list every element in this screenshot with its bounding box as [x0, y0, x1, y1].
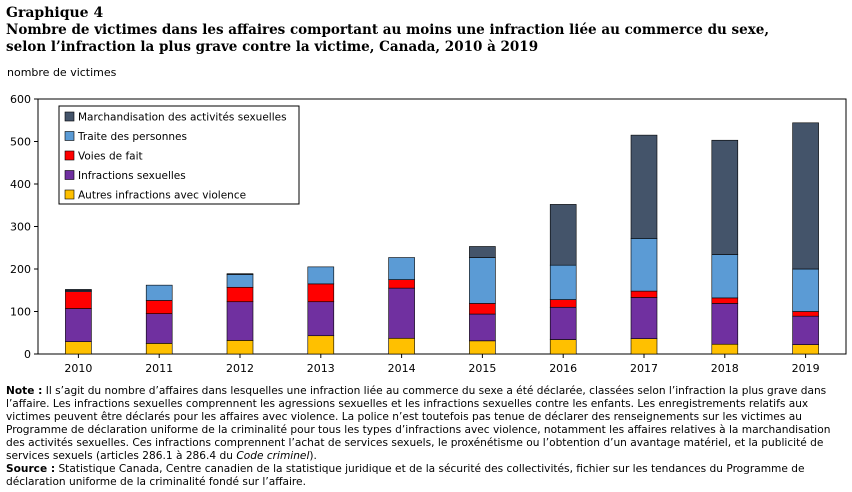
y-tick-label: 500: [10, 136, 31, 149]
bar-segment: [469, 257, 496, 304]
bar-segment: [65, 341, 92, 355]
legend-swatch: [64, 131, 75, 141]
x-tick-label: 2014: [388, 362, 416, 375]
x-tick-label: 2018: [711, 362, 739, 375]
bar-segment: [65, 308, 92, 342]
bar-segment: [469, 313, 496, 342]
bar-segment: [388, 257, 415, 280]
bar-segment: [145, 284, 173, 301]
y-tick-label: 100: [10, 306, 31, 319]
x-tick-label: 2015: [468, 362, 496, 375]
chart-header: Graphique 4 Nombre de victimes dans les …: [6, 4, 848, 56]
bar-segment: [226, 273, 254, 275]
x-tick-label: 2013: [307, 362, 335, 375]
graph-number: Graphique 4: [6, 5, 104, 21]
bar-segment: [792, 268, 819, 312]
bar-segment: [65, 291, 92, 309]
legend-swatch: [64, 150, 75, 161]
bar-segment: [307, 335, 335, 355]
source-paragraph: Source : Statistique Canada, Centre cana…: [6, 463, 846, 489]
x-tick-label: 2016: [549, 362, 577, 375]
note-italic-text: Code criminel: [236, 450, 310, 462]
bar-segment: [469, 340, 496, 355]
bar-segment: [630, 134, 658, 239]
legend-label: Infractions sexuelles: [78, 170, 186, 182]
legend-swatch: [64, 189, 75, 200]
bar-segment: [307, 301, 335, 337]
y-tick-label: 600: [10, 93, 31, 106]
chart-title-line-1: Nombre de victimes dans les affaires com…: [6, 22, 770, 38]
bar-segment: [549, 339, 577, 355]
x-tick-label: 2011: [145, 362, 173, 375]
legend-label: Voies de fait: [78, 151, 143, 163]
bar-segment: [792, 122, 819, 270]
bar-segment: [469, 246, 496, 258]
bar-segment: [145, 343, 173, 355]
bar-segment: [549, 306, 577, 340]
note-label: Note :: [6, 385, 43, 397]
note-paragraph: Note : Il s’agit du nombre d’affaires da…: [6, 385, 846, 463]
note-text: Il s’agit du nombre d’affaires dans lesq…: [6, 385, 831, 462]
y-tick-label: 300: [10, 221, 31, 234]
bar-segment: [792, 315, 819, 345]
bar-segment: [226, 340, 254, 355]
y-tick-label: 400: [10, 178, 31, 191]
y-axis-label: nombre de victimes: [7, 66, 117, 79]
stacked-bar-chart: 0 100 200 300 400 500 600 2010 2011 2012 2013 2014 2…: [10, 93, 847, 375]
bar-segment: [307, 283, 335, 303]
bar-segment: [65, 289, 92, 291]
bar-segment: [549, 299, 577, 308]
legend-swatch: [64, 111, 75, 122]
bar-segment: [630, 338, 658, 355]
bar-segment: [307, 266, 335, 285]
bar-segment: [388, 287, 415, 339]
y-tick-label: 0: [24, 348, 31, 361]
x-tick-label: 2017: [630, 362, 658, 375]
bar-segment: [145, 313, 173, 344]
legend-label: Traite des personnes: [77, 131, 187, 143]
bar-segment: [226, 274, 254, 288]
bar-segment: [145, 300, 173, 314]
bar-segment: [630, 290, 658, 298]
bar-segment: [630, 297, 658, 340]
chart-notes: Note : Il s’agit du nombre d’affaires da…: [6, 385, 846, 489]
x-tick-label: 2010: [64, 362, 92, 375]
x-tick-label: 2019: [792, 362, 820, 375]
bar-segment: [469, 303, 496, 315]
legend-swatch: [64, 170, 75, 180]
bar-segment: [711, 254, 739, 299]
bar-segment: [630, 238, 658, 292]
legend-box: [58, 105, 300, 205]
bar-segment: [388, 279, 415, 289]
bar-segment: [792, 344, 819, 355]
bar-segment: [388, 337, 415, 355]
y-tick-label: 200: [10, 263, 31, 276]
bar-segment: [792, 311, 819, 317]
note-text-end: ).: [309, 450, 317, 462]
source-label: Source :: [6, 463, 56, 475]
bar-segment: [549, 204, 577, 266]
source-text: Statistique Canada, Centre canadien de l…: [6, 463, 805, 488]
bar-segment: [711, 139, 739, 255]
legend-label: Autres infractions avec violence: [78, 190, 246, 202]
bar-segment: [711, 343, 739, 355]
bar-segment: [226, 301, 254, 341]
bar-segment: [226, 286, 254, 303]
x-tick-label: 2012: [226, 362, 254, 375]
bar-segment: [549, 264, 577, 300]
chart-title-line-2: selon l’infraction la plus grave contre …: [6, 39, 539, 55]
bar-segment: [711, 297, 739, 304]
bar-segment: [711, 303, 739, 345]
legend-label: Marchandisation des activités sexuelles: [78, 112, 287, 124]
